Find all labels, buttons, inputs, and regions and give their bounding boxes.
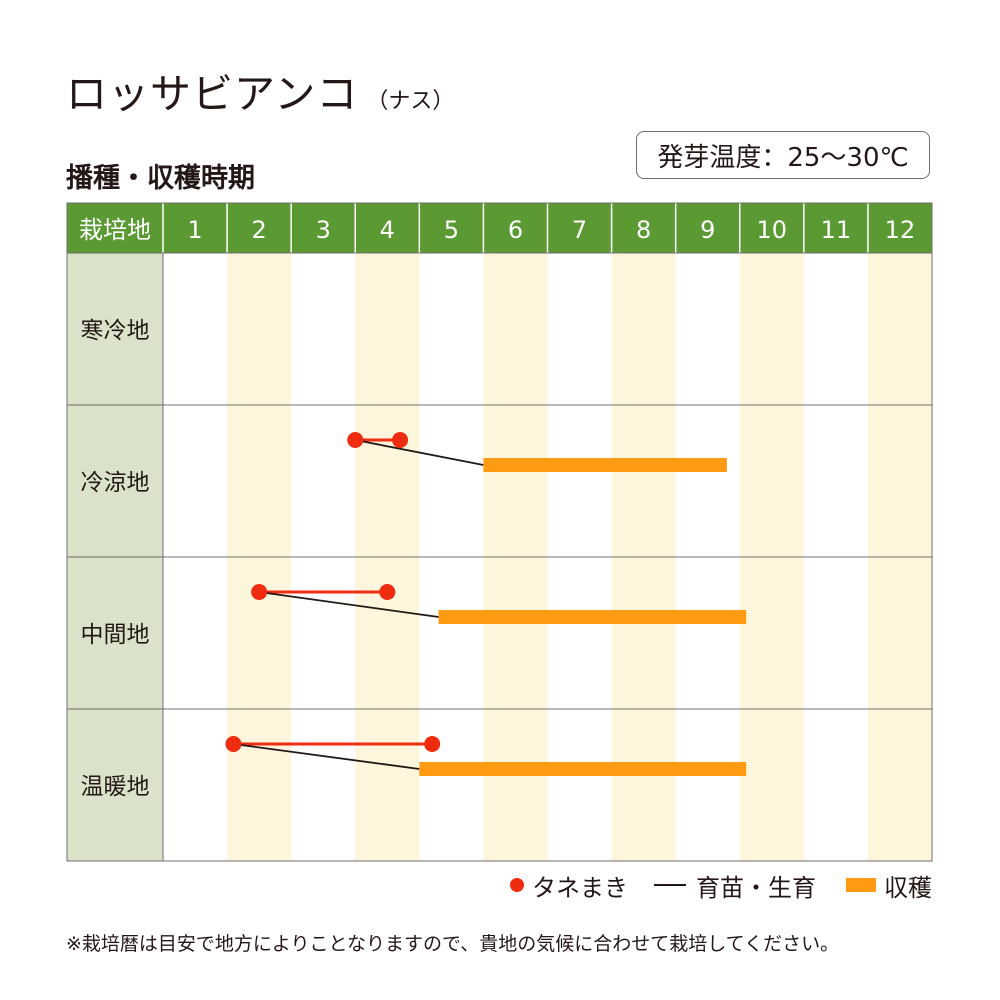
sowing-start-dot (225, 736, 242, 752)
header-region-label: 栽培地 (79, 216, 151, 244)
month-label: 4 (380, 216, 395, 244)
month-label: 3 (316, 216, 331, 244)
chart-border (66, 202, 933, 862)
legend-harvest-label: 収穫 (884, 873, 932, 902)
region-label: 温暖地 (81, 774, 150, 800)
harvest-bar (438, 610, 747, 624)
legend-harvest: 収穫 (846, 868, 932, 902)
region-label: 冷涼地 (81, 470, 150, 496)
harvest-bar (483, 458, 727, 472)
month-label: 5 (444, 216, 459, 244)
page-title: ロッサビアンコ （ナス） (66, 60, 454, 120)
sowing-end-dot (424, 736, 441, 752)
legend-growing-label: 育苗・生育 (696, 873, 816, 902)
region-label: 中間地 (81, 622, 150, 648)
harvest-bar (419, 762, 747, 776)
growing-line (233, 743, 420, 770)
title-note: （ナス） (366, 89, 455, 114)
growing-line (355, 439, 484, 466)
growing-line-icon (654, 884, 686, 886)
month-label: 11 (821, 216, 852, 244)
sowing-start-dot (347, 432, 364, 448)
germination-temp-badge: 発芽温度：25～30℃ (636, 131, 930, 179)
month-label: 7 (572, 216, 587, 244)
title-main: ロッサビアンコ (66, 70, 359, 118)
month-label: 6 (508, 216, 523, 244)
legend-growing: 育苗・生育 (654, 868, 816, 902)
growing-line (259, 591, 439, 618)
month-label: 9 (700, 216, 715, 244)
sowing-start-dot (251, 584, 268, 600)
harvest-bar-icon (846, 878, 876, 892)
legend-sowing-label: タネまき (532, 873, 628, 902)
sowing-end-dot (392, 432, 409, 448)
chart-subtitle: 播種・収穫時期 (66, 163, 255, 194)
month-label: 12 (885, 216, 916, 244)
month-label: 8 (636, 216, 651, 244)
header-band (67, 203, 932, 253)
month-label: 1 (187, 216, 202, 244)
region-label: 寒冷地 (81, 318, 150, 344)
month-label: 2 (251, 216, 266, 244)
month-label: 10 (757, 216, 788, 244)
legend-sowing: タネまき (510, 868, 628, 902)
footnote: ※栽培暦は目安で地方によりことなりますので、貴地の気候に合わせて栽培してください… (66, 933, 840, 955)
sowing-end-dot (379, 584, 396, 600)
sowing-dot-icon (510, 878, 524, 892)
